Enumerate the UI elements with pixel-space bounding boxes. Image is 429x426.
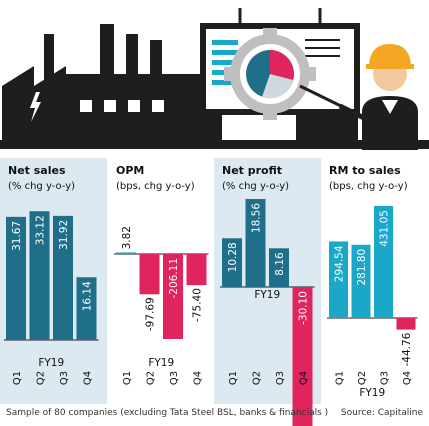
bar-net-profit-q1 (222, 238, 242, 287)
value-label-rm-to-sales-q1: 294.54 (334, 245, 346, 282)
bar-net-profit-q3 (269, 248, 289, 287)
tick-label-opm-q4: Q4 (193, 371, 204, 385)
value-label-opm-q4: -75.40 (192, 288, 204, 322)
bar-opm-q3 (163, 254, 183, 339)
tick-label-net-profit-q3: Q3 (275, 371, 286, 385)
fy-label-net-profit: FY19 (254, 289, 280, 301)
tick-label-rm-to-sales-q1: Q1 (335, 371, 346, 385)
value-label-net-profit-q2: 18.56 (251, 203, 263, 233)
tick-label-rm-to-sales-q3: Q3 (380, 371, 391, 385)
bar-rm-to-sales-q2 (351, 244, 371, 318)
tick-label-opm-q3: Q3 (169, 371, 180, 385)
tick-label-net-sales-q2: Q2 (36, 371, 47, 385)
tick-label-net-sales-q3: Q3 (59, 371, 70, 385)
value-label-net-profit-q4: -30.10 (298, 291, 310, 325)
bar-marks: 31.67 Q1 33.12 Q2 31.92 Q3 16.14 Q4 FY19 3.82 Q1 -9… (4, 199, 418, 426)
tick-label-net-profit-q2: Q2 (252, 371, 263, 385)
value-label-net-profit-q1: 10.28 (227, 242, 239, 272)
value-label-opm-q1: 3.82 (121, 226, 133, 249)
panel-subtitle-net-sales: (% chg y-o-y) (8, 181, 75, 192)
footer: Sample of 80 companies (excluding Tata S… (6, 408, 423, 418)
fy-label-rm-to-sales: FY19 (359, 387, 385, 399)
value-label-net-sales-q4: 16.14 (82, 281, 94, 311)
bar-opm-q2 (139, 254, 160, 295)
panel-title-rm-to-sales: RM to sales (329, 164, 401, 177)
panel-subtitle-net-profit: (% chg y-o-y) (222, 181, 289, 192)
value-label-net-profit-q3: 8.16 (274, 252, 286, 276)
header-illustration (0, 8, 429, 150)
bar-rm-to-sales-q3 (374, 206, 393, 318)
bar-net-sales-q2 (29, 211, 50, 340)
value-label-net-sales-q2: 33.12 (35, 215, 47, 245)
tick-label-net-profit-q1: Q1 (228, 371, 239, 385)
value-label-opm-q3: -206.11 (168, 258, 180, 299)
value-label-rm-to-sales-q3: 431.05 (379, 210, 391, 247)
value-label-opm-q2: -97.69 (145, 297, 157, 331)
lightning-bolt-icon (30, 92, 41, 122)
value-label-net-sales-q3: 31.92 (58, 220, 70, 250)
tick-label-opm-q2: Q2 (146, 371, 157, 385)
bar-rm-to-sales-q4 (396, 318, 416, 330)
bar-net-sales-q4 (76, 277, 97, 340)
value-label-rm-to-sales-q2: 281.80 (356, 249, 368, 286)
footer-source: Source: Capitaline (340, 408, 423, 418)
tick-label-net-sales-q1: Q1 (12, 371, 23, 385)
fy-label-net-sales: FY19 (38, 357, 64, 369)
bar-net-profit-q2 (245, 199, 266, 287)
factory-icon (0, 24, 429, 149)
tick-label-rm-to-sales-q2: Q2 (357, 371, 368, 385)
tick-label-opm-q1: Q1 (122, 371, 133, 385)
panel-title-net-sales: Net sales (8, 164, 66, 177)
tick-label-rm-to-sales-q4: Q4 (402, 371, 413, 385)
bar-rm-to-sales-q1 (329, 241, 348, 318)
tick-label-net-profit-q4: Q4 (299, 371, 310, 385)
panel-title-net-profit: Net profit (222, 164, 282, 177)
bar-net-profit-q4 (292, 287, 313, 426)
panel-title-opm: OPM (116, 164, 144, 177)
bar-opm-q1 (116, 252, 136, 254)
engineer-icon (299, 44, 418, 150)
value-label-rm-to-sales-q4: -44.76 (401, 332, 413, 366)
panel-subtitle-opm: (bps, chg y-o-y) (116, 181, 195, 192)
panel-subtitle-rm-to-sales: (bps, chg y-o-y) (329, 181, 408, 192)
bar-net-sales-q1 (6, 216, 26, 340)
fy-label-opm: FY19 (148, 357, 174, 369)
bar-net-sales-q3 (53, 215, 73, 340)
value-label-net-sales-q1: 31.67 (11, 221, 23, 251)
pie-chart-icon (246, 50, 294, 99)
bar-opm-q4 (186, 254, 207, 286)
tick-label-net-sales-q4: Q4 (83, 371, 94, 385)
footer-note: Sample of 80 companies (excluding Tata S… (6, 408, 329, 418)
